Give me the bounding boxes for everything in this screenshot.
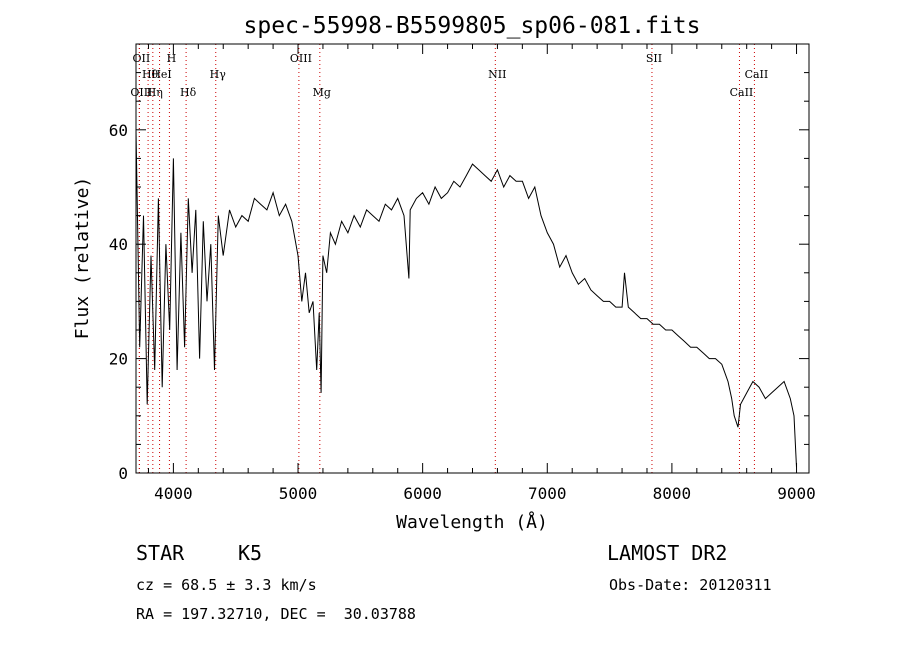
marker-label-0: Hθ bbox=[142, 68, 159, 81]
coordinates-text: RA = 197.32710, DEC = 30.03788 bbox=[136, 605, 416, 623]
survey-name: LAMOST DR2 bbox=[607, 541, 728, 565]
marker-label-7: Hγ bbox=[210, 68, 227, 81]
marker-label-8: OIII bbox=[290, 52, 312, 65]
marker-label-10: NII bbox=[488, 68, 506, 81]
chart-title: spec-55998-B5599805_sp06-081.fits bbox=[244, 13, 701, 39]
axis-ticks: 4000 5000 6000 7000 8000 9000 0 20 40 60 bbox=[109, 43, 816, 503]
marker-label-6: Hδ bbox=[180, 86, 197, 99]
redshift-text: cz = 68.5 ± 3.3 km/s bbox=[136, 576, 317, 594]
y-tick-label-0: 0 bbox=[118, 464, 128, 483]
x-axis-label: Wavelength (Å) bbox=[396, 511, 548, 533]
spectrum-line-0 bbox=[135, 129, 797, 468]
y-tick-label-3: 60 bbox=[109, 121, 128, 140]
y-axis-label: Flux (relative) bbox=[72, 177, 93, 340]
x-tick-label-1: 5000 bbox=[279, 484, 318, 503]
spectrum-series bbox=[135, 129, 797, 468]
marker-label-12: CaII bbox=[730, 86, 754, 99]
x-tick-label-5: 9000 bbox=[777, 484, 816, 503]
x-tick-label-0: 4000 bbox=[154, 484, 193, 503]
marker-label-4: HeI bbox=[151, 68, 171, 81]
marker-label-1: OII bbox=[133, 52, 151, 65]
obs-date-text: Obs-Date: 20120311 bbox=[609, 576, 772, 594]
marker-label-11: SII bbox=[646, 52, 662, 65]
marker-label-5: Hη bbox=[147, 86, 163, 99]
plot-frame bbox=[135, 43, 810, 474]
object-subclass: K5 bbox=[238, 541, 263, 565]
y-tick-label-2: 40 bbox=[109, 235, 128, 254]
spectrum-chart: spec-55998-B5599805_sp06-081.fits Hθ OII O… bbox=[72, 13, 816, 533]
marker-label-9: Mg bbox=[313, 86, 331, 99]
x-tick-label-3: 7000 bbox=[528, 484, 567, 503]
marker-label-3: H bbox=[167, 52, 177, 65]
x-tick-label-2: 6000 bbox=[403, 484, 442, 503]
x-tick-label-4: 8000 bbox=[653, 484, 692, 503]
y-tick-label-1: 20 bbox=[109, 350, 128, 369]
marker-label-13: CaII bbox=[745, 68, 769, 81]
object-class: STAR bbox=[136, 541, 185, 565]
